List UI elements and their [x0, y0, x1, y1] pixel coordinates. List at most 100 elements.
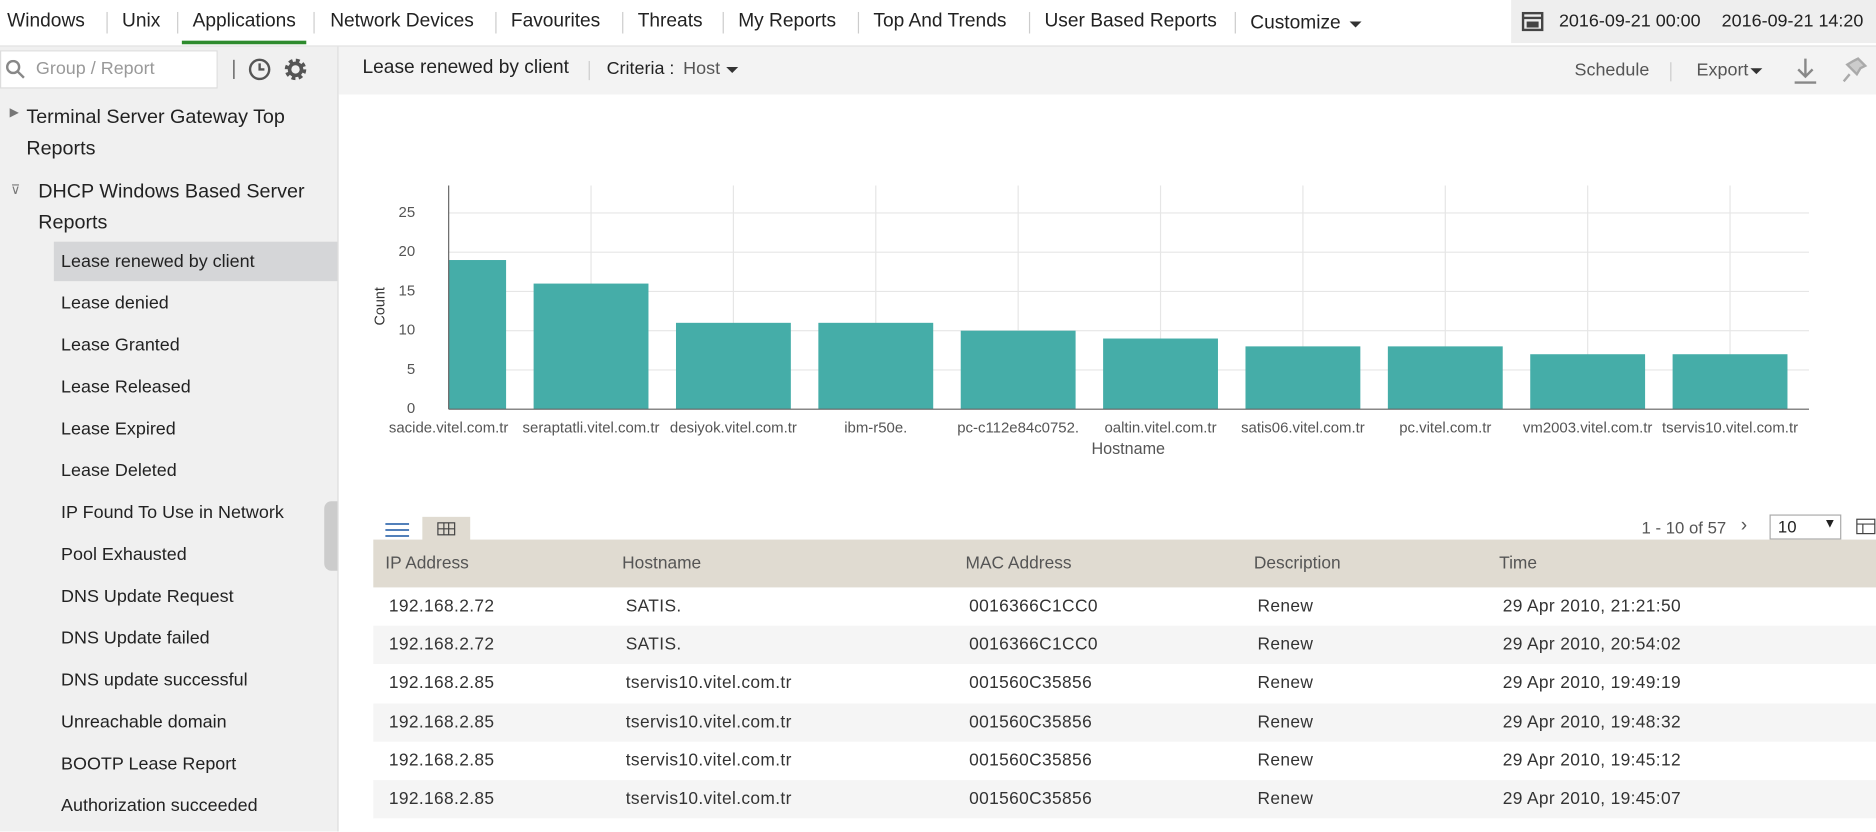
column-header[interactable]: Time — [1499, 553, 1538, 574]
y-axis-title: Count — [372, 287, 388, 325]
table-cell: tservis10.vitel.com.tr — [625, 789, 792, 809]
columns-icon[interactable] — [1856, 518, 1876, 536]
y-tick-label: 0 — [407, 400, 415, 417]
search-icon — [5, 59, 25, 79]
tree-item[interactable]: Lease denied — [61, 293, 169, 314]
tree-item[interactable]: Pool Exhausted — [61, 544, 187, 565]
tree-group[interactable]: DHCP Windows Based Server Reports — [38, 180, 305, 234]
chart: Count Hostname 0 5 10 15 20 25 sacide.vitel.co… — [372, 185, 1810, 458]
tree-item[interactable]: Lease Deleted — [61, 460, 177, 481]
x-tick-label: oaltin.vitel.com.tr — [1104, 419, 1216, 436]
nav-item[interactable]: Applications — [192, 10, 296, 32]
table-cell: Renew — [1257, 751, 1314, 771]
download-icon[interactable] — [1792, 56, 1818, 85]
nav-separator — [1028, 11, 1031, 34]
tree-item[interactable]: Authorization succeeded — [61, 795, 258, 816]
criteria-value[interactable]: Host — [683, 58, 721, 79]
nav-separator — [313, 11, 315, 34]
page-size-select[interactable]: 10 ▼ — [1769, 514, 1842, 540]
caret — [1750, 68, 1763, 80]
table-cell: 29 Apr 2010, 21:21:50 — [1502, 597, 1682, 617]
tree-item[interactable]: IP Found To Use in Network — [61, 502, 284, 523]
y-tick-label: 20 — [399, 243, 416, 260]
tree-item[interactable]: DNS update successful — [61, 670, 248, 691]
date-from: 2016-09-21 00:00 — [1558, 10, 1701, 32]
search-box[interactable]: Group / Report — [0, 50, 218, 89]
nav-separator — [722, 11, 724, 34]
pin-icon[interactable] — [1841, 56, 1868, 85]
nav-item[interactable]: Customize — [1250, 13, 1341, 34]
column-header[interactable]: IP Address — [385, 553, 469, 574]
table-cell: tservis10.vitel.com.tr — [625, 712, 792, 732]
tree-item[interactable]: DNS Update failed — [61, 628, 210, 649]
nav-separator — [622, 11, 624, 34]
caret — [726, 67, 739, 79]
table-cell: SATIS. — [625, 635, 682, 655]
bar — [1672, 354, 1788, 410]
date-range[interactable]: 2016-09-21 00:00 2016-09-21 14:20 — [1511, 0, 1876, 44]
bar — [1530, 354, 1646, 410]
tree-item[interactable]: DNS Update Request — [61, 586, 234, 607]
nav-item[interactable]: Network Devices — [330, 10, 474, 32]
search-placeholder: Group / Report — [35, 58, 155, 79]
grid-view-tab[interactable] — [422, 516, 471, 541]
nav-separator — [1234, 11, 1236, 34]
column-header[interactable]: Hostname — [622, 553, 702, 574]
collapse-handle[interactable] — [324, 501, 338, 571]
selected-item-bg — [53, 241, 338, 282]
table-cell: 001560C35856 — [969, 789, 1093, 809]
top-nav: 2016-09-21 00:00 2016-09-21 14:20 Window… — [0, 0, 1876, 47]
table-toolbar: 1 - 10 of 57 › 10 ▼ — [373, 514, 1876, 541]
x-tick-label: pc-c112e84c0752. — [957, 419, 1079, 436]
schedule-button[interactable]: Schedule — [1574, 59, 1650, 81]
x-tick-label: satis06.vitel.com.tr — [1241, 419, 1365, 436]
nav-item[interactable]: Windows — [7, 10, 85, 32]
history-icon[interactable] — [248, 57, 274, 83]
tree-toggle: ⊽ — [10, 183, 21, 198]
table-cell: 29 Apr 2010, 19:45:07 — [1502, 789, 1682, 809]
nav-item[interactable]: Unix — [122, 10, 161, 32]
nav-item[interactable]: My Reports — [738, 10, 837, 32]
x-tick-label: pc.vitel.com.tr — [1399, 419, 1491, 436]
bar — [1387, 346, 1503, 410]
table-row — [373, 780, 1876, 819]
tree-item[interactable]: Lease Released — [61, 376, 191, 398]
export-button[interactable]: Export — [1696, 59, 1749, 81]
nav-item[interactable]: Favourites — [510, 10, 601, 32]
divider — [588, 61, 590, 81]
table-cell: 192.168.2.72 — [388, 635, 495, 655]
table-cell: 29 Apr 2010, 19:49:19 — [1502, 674, 1682, 694]
table-cell: 29 Apr 2010, 19:48:32 — [1502, 712, 1682, 732]
table-row — [373, 664, 1876, 703]
settings-icon[interactable] — [282, 56, 308, 82]
table-cell: tservis10.vitel.com.tr — [625, 751, 792, 771]
tree-item[interactable]: Unreachable domain — [61, 711, 227, 733]
table-cell: Renew — [1257, 635, 1314, 655]
page-size: 10 — [1777, 516, 1797, 537]
table-cell: 001560C35856 — [969, 751, 1093, 771]
column-header[interactable]: MAC Address — [965, 553, 1072, 574]
bar — [675, 322, 791, 410]
tree-item[interactable]: BOOTP Lease Report — [61, 753, 237, 775]
nav-item[interactable]: Top And Trends — [873, 10, 1007, 32]
tree-item[interactable]: Lease Expired — [61, 418, 176, 440]
nav-item[interactable]: User Based Reports — [1044, 10, 1217, 32]
list-view-icon[interactable] — [385, 522, 410, 539]
column-header[interactable]: Description — [1253, 553, 1341, 574]
y-tick-label: 25 — [399, 204, 416, 221]
calendar-icon — [1521, 11, 1544, 32]
nav-item[interactable]: Threats — [637, 10, 703, 32]
table-cell: SATIS. — [625, 597, 682, 617]
pager: 1 - 10 of 57 — [1641, 518, 1727, 538]
tree-item[interactable]: Lease Granted — [61, 335, 180, 356]
next-page[interactable]: › — [1740, 515, 1748, 537]
tree-group[interactable]: Terminal Server Gateway Top Reports — [26, 106, 285, 160]
table-cell: 0016366C1CC0 — [969, 635, 1098, 655]
table-cell: 192.168.2.72 — [388, 597, 495, 617]
y-tick-label: 15 — [399, 282, 416, 299]
table-cell: 29 Apr 2010, 20:54:02 — [1502, 635, 1682, 655]
active-underline — [181, 40, 307, 45]
tree-item[interactable]: Lease renewed by client — [61, 251, 255, 272]
